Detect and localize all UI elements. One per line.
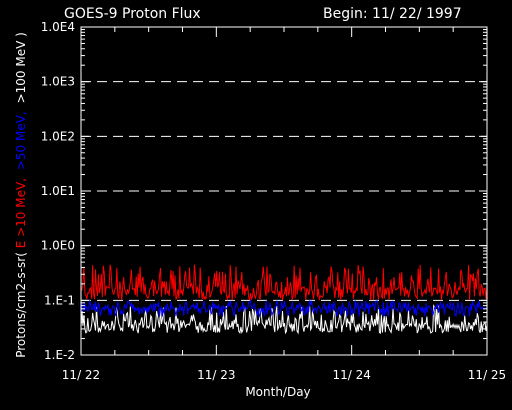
x-axis-label: Month/Day xyxy=(245,385,310,399)
series-line-1 xyxy=(80,298,488,319)
plot-axes xyxy=(80,26,488,356)
chart-title: GOES-9 Proton Flux xyxy=(64,6,201,22)
y-tick-label-3: 1.0E1 xyxy=(41,184,75,198)
y-axis-label-e50: >50 MeV, xyxy=(14,111,28,170)
x-tick-label-1: 11/ 23 xyxy=(197,368,235,382)
grid-lines xyxy=(81,81,487,301)
series-line-0 xyxy=(80,264,488,301)
y-axis-label-e10: E >10 MeV, xyxy=(14,178,28,248)
y-tick-label-2: 1.0E2 xyxy=(41,129,75,143)
y-tick-label-1: 1.0E3 xyxy=(41,75,75,89)
series-line-2 xyxy=(80,304,488,335)
y-axis-label: Protons/cm2-s-sr( E >10 MeV, >50 MeV, >1… xyxy=(14,32,28,358)
x-tick-label-3: 11/ 25 xyxy=(468,368,506,382)
y-axis-label-e100: >100 MeV ) xyxy=(14,32,28,103)
y-tick-label-5: 1.E-1 xyxy=(44,293,75,307)
y-tick-label-0: 1.0E4 xyxy=(41,20,75,34)
x-tick-labels: 11/ 22 11/ 23 11/ 24 11/ 25 xyxy=(62,368,506,382)
x-tick-label-0: 11/ 22 xyxy=(62,368,100,382)
y-tick-label-4: 1.0E0 xyxy=(41,239,75,253)
y-axis-label-prefix: Protons/cm2-s-sr( xyxy=(14,252,28,358)
x-tick-label-2: 11/ 24 xyxy=(332,368,370,382)
data-series xyxy=(80,264,488,335)
y-tick-label-6: 1.E-2 xyxy=(44,348,75,362)
begin-date-label: Begin: 11/ 22/ 1997 xyxy=(323,6,462,22)
y-tick-labels: 1.0E4 1.0E3 1.0E2 1.0E1 1.0E0 1.E-1 1.E-2 xyxy=(41,20,75,362)
